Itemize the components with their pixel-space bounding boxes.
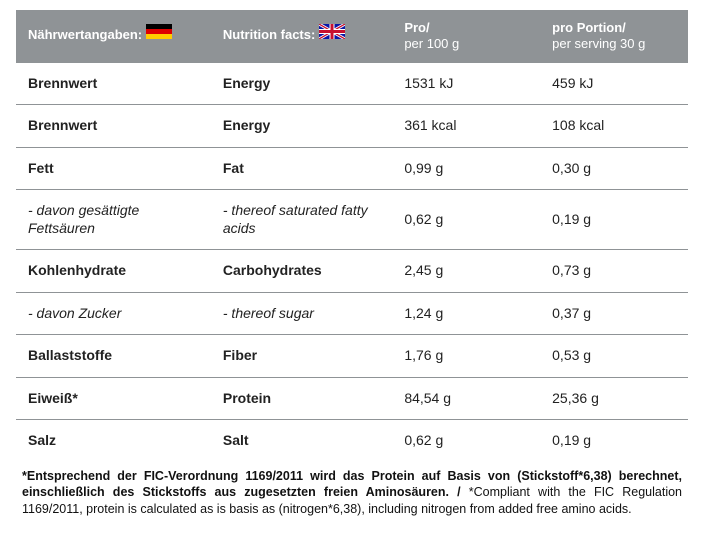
cell-per100: 1,76 g — [392, 335, 540, 378]
cell-de: Salz — [16, 420, 211, 462]
cell-en: - thereof sugar — [211, 292, 392, 335]
cell-en: Energy — [211, 105, 392, 148]
table-body: BrennwertEnergy1531 kJ459 kJBrennwertEne… — [16, 63, 688, 462]
cell-per30: 0,19 g — [540, 420, 688, 462]
table-header-row: Nährwertangaben: Nutrition facts: — [16, 10, 688, 63]
cell-per100: 361 kcal — [392, 105, 540, 148]
cell-per30: 108 kcal — [540, 105, 688, 148]
header-en-label: Nutrition facts: — [223, 27, 315, 42]
cell-per100: 0,99 g — [392, 147, 540, 190]
cell-per30: 0,73 g — [540, 250, 688, 293]
cell-en: Fat — [211, 147, 392, 190]
header-de-label: Nährwertangaben: — [28, 27, 142, 42]
cell-en: Carbohydrates — [211, 250, 392, 293]
cell-en: - thereof saturated fatty acids — [211, 190, 392, 250]
flag-de-icon — [146, 24, 172, 39]
cell-per100: 0,62 g — [392, 190, 540, 250]
header-per100-line1: Pro/ — [404, 20, 429, 35]
cell-per30: 0,19 g — [540, 190, 688, 250]
table-row: KohlenhydrateCarbohydrates2,45 g0,73 g — [16, 250, 688, 293]
table-row: BrennwertEnergy1531 kJ459 kJ — [16, 63, 688, 105]
header-per100: Pro/ per 100 g — [392, 10, 540, 63]
table-row: BallaststoffeFiber1,76 g0,53 g — [16, 335, 688, 378]
cell-per100: 1531 kJ — [392, 63, 540, 105]
nutrition-panel: Nährwertangaben: Nutrition facts: — [0, 0, 704, 526]
cell-de: Kohlenhydrate — [16, 250, 211, 293]
cell-de: Fett — [16, 147, 211, 190]
cell-de: - davon gesättigte Fettsäuren — [16, 190, 211, 250]
header-per100-line2: per 100 g — [404, 36, 530, 52]
table-row: SalzSalt0,62 g0,19 g — [16, 420, 688, 462]
cell-per100: 2,45 g — [392, 250, 540, 293]
footnote: *Entsprechend der FIC-Verordnung 1169/20… — [16, 462, 688, 519]
cell-per30: 0,37 g — [540, 292, 688, 335]
nutrition-table: Nährwertangaben: Nutrition facts: — [16, 10, 688, 462]
cell-de: Eiweiß* — [16, 377, 211, 420]
header-per30: pro Portion/ per serving 30 g — [540, 10, 688, 63]
cell-de: - davon Zucker — [16, 292, 211, 335]
cell-per30: 459 kJ — [540, 63, 688, 105]
cell-per100: 84,54 g — [392, 377, 540, 420]
flag-gb-icon — [319, 24, 345, 39]
table-row: - davon gesättigte Fettsäuren- thereof s… — [16, 190, 688, 250]
cell-per30: 0,30 g — [540, 147, 688, 190]
table-row: BrennwertEnergy361 kcal108 kcal — [16, 105, 688, 148]
cell-de: Brennwert — [16, 63, 211, 105]
table-row: - davon Zucker- thereof sugar1,24 g0,37 … — [16, 292, 688, 335]
table-row: FettFat0,99 g0,30 g — [16, 147, 688, 190]
cell-en: Protein — [211, 377, 392, 420]
cell-en: Energy — [211, 63, 392, 105]
cell-per30: 25,36 g — [540, 377, 688, 420]
cell-per100: 1,24 g — [392, 292, 540, 335]
cell-en: Salt — [211, 420, 392, 462]
cell-en: Fiber — [211, 335, 392, 378]
cell-per30: 0,53 g — [540, 335, 688, 378]
header-de: Nährwertangaben: — [16, 10, 211, 63]
cell-de: Brennwert — [16, 105, 211, 148]
header-en: Nutrition facts: — [211, 10, 392, 63]
cell-per100: 0,62 g — [392, 420, 540, 462]
cell-de: Ballaststoffe — [16, 335, 211, 378]
header-per30-line2: per serving 30 g — [552, 36, 678, 52]
header-per30-line1: pro Portion/ — [552, 20, 626, 35]
table-row: Eiweiß*Protein84,54 g25,36 g — [16, 377, 688, 420]
